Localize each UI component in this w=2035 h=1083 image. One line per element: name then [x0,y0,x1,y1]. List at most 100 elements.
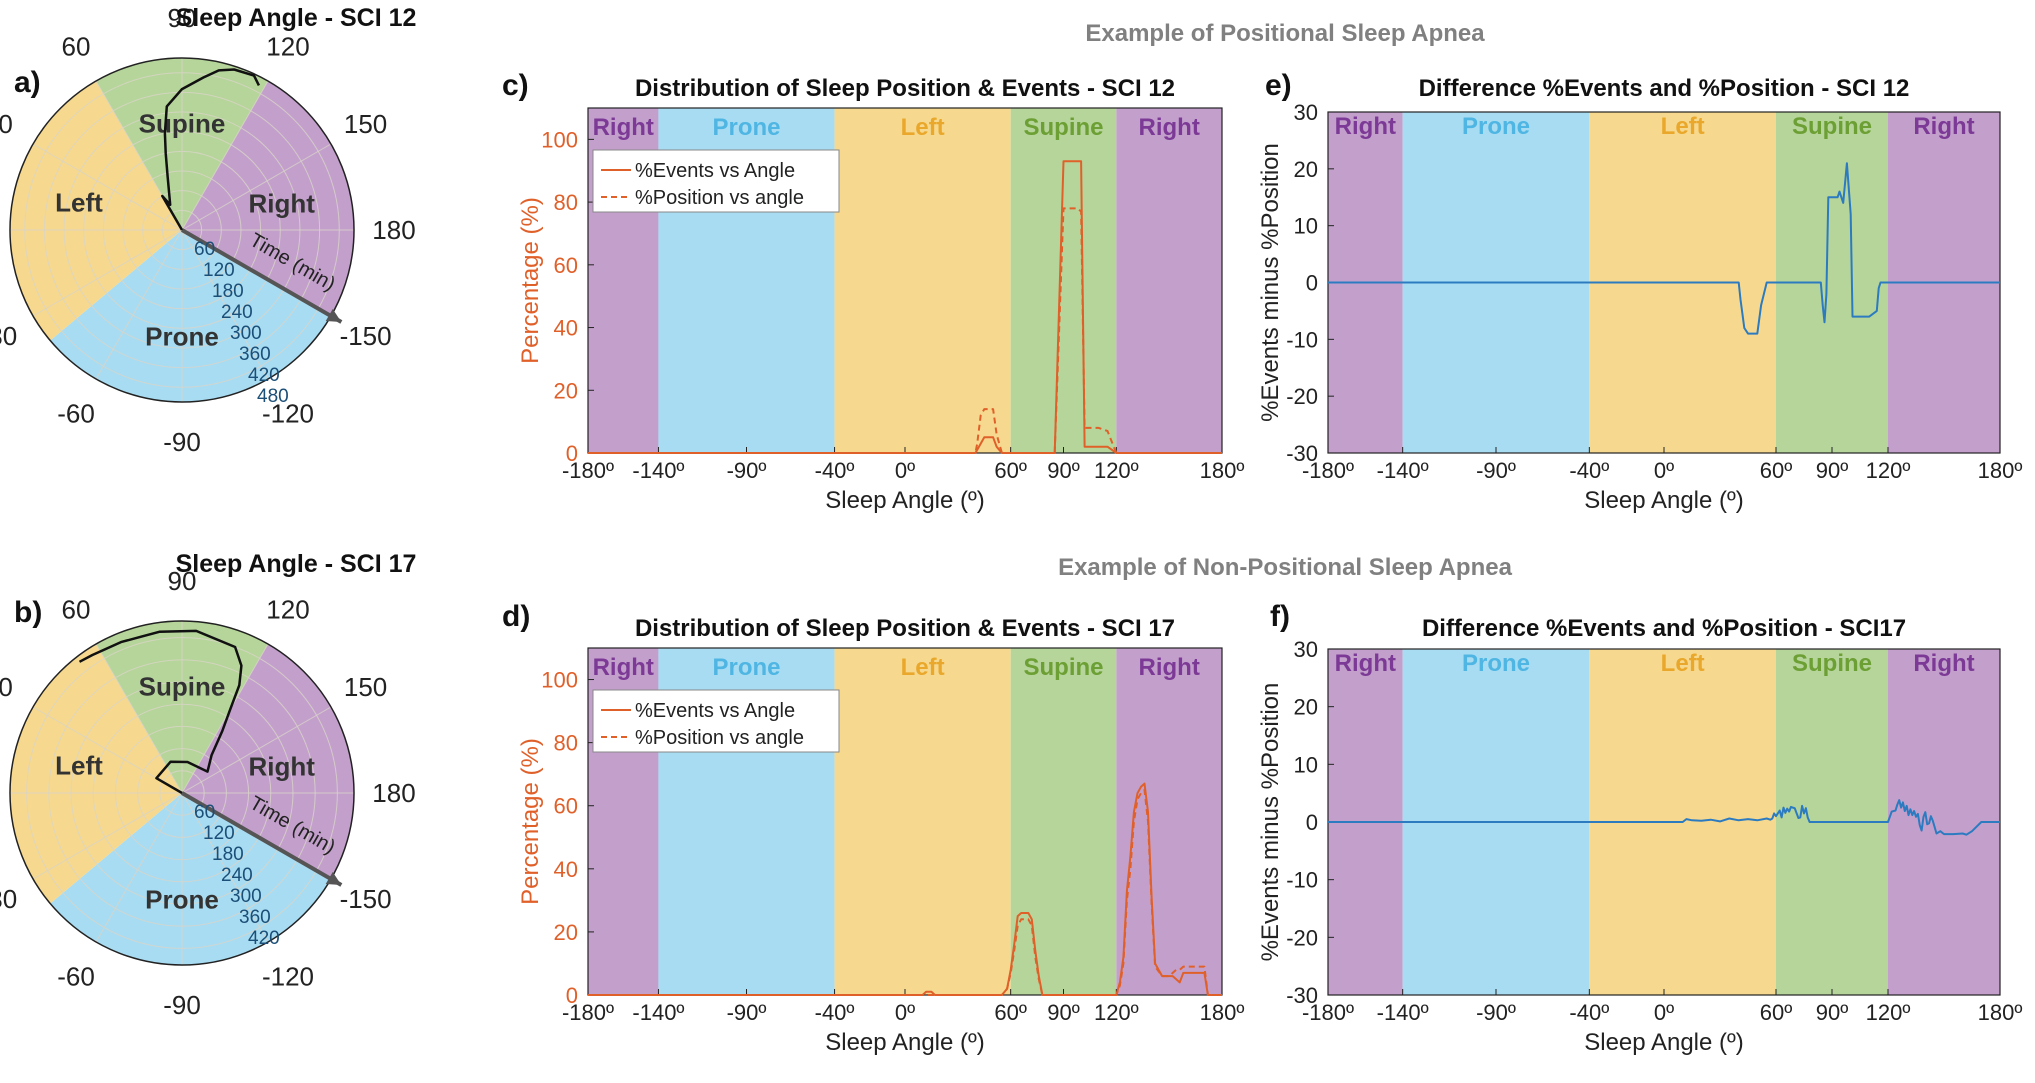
y-tick-label: -10 [1286,868,1318,893]
polar-angle-label: -150 [340,321,392,351]
y-tick-label: 20 [554,378,578,403]
x-tick-label: 120º [1866,458,1911,483]
polar-grid-spoke [181,143,332,231]
polar-sector-label: Right [248,188,315,218]
panel-label: f) [1270,600,1290,633]
x-tick-label: -180º [562,458,614,483]
x-tick-label: 180º [1978,458,2023,483]
y-tick-label: 60 [554,794,578,819]
polar-angle-label: 150 [344,109,387,139]
radial-tick-label: 300 [230,323,262,344]
x-tick-label: -40º [1569,1000,1609,1025]
x-tick-label: -140º [1377,1000,1429,1025]
x-axis-label: Sleep Angle (º) [825,1029,985,1056]
x-tick-label: 120º [1094,458,1139,483]
x-tick-label: -140º [632,458,684,483]
band-label: Right [1335,650,1396,677]
panel-title: Difference %Events and %Position - SCI17 [1422,615,1906,642]
x-tick-label: 0º [895,1000,915,1025]
x-tick-label: -180º [1302,458,1354,483]
x-tick-label: 0º [895,458,915,483]
y-tick-label: -20 [1286,925,1318,950]
radial-tick-label: 120 [203,260,235,281]
x-tick-label: 120º [1866,1000,1911,1025]
radial-tick-label: 480 [257,386,289,407]
y-tick-label: 80 [554,731,578,756]
polar-sector-right [182,644,354,879]
radial-tick-label: 120 [203,823,235,844]
polar-angle-label: 150 [344,672,387,702]
polar-sector-prone [50,230,331,403]
polar-grid-spoke [32,143,183,231]
polar-sector-left [9,81,182,341]
x-tick-label: -140º [632,1000,684,1025]
y-tick-label: 30 [1294,100,1318,125]
radial-tick-label: 240 [221,865,253,886]
x-tick-label: 90º [1047,458,1080,483]
x-tick-label: 0º [1654,458,1674,483]
x-tick-label: 60º [1760,458,1793,483]
legend-entry: %Position vs angle [635,727,804,749]
polar-angle-label: -120 [262,962,314,992]
y-tick-label: 10 [1294,214,1318,239]
y-tick-label: 100 [541,668,578,693]
y-tick-label: 20 [1294,157,1318,182]
legend-entry: %Position vs angle [635,187,804,209]
band-label: Right [593,654,654,681]
polar-sector-label: Prone [145,885,219,915]
band-supine [1010,108,1117,453]
polar-angle-label: 60 [62,31,91,61]
y-tick-label: 40 [554,857,578,882]
legend-box [592,689,840,753]
panel-label: b) [14,596,42,629]
panel-label: a) [14,66,41,99]
x-tick-label: -180º [1302,1000,1354,1025]
radial-tick-label: 420 [248,365,280,386]
panel-d-line-chart: Right Prone Left Supine Right 0 20 40 60 80 100 -18… [502,600,1244,1056]
polar-angle-label: 90 [168,3,197,33]
band-label: Supine [1023,654,1103,681]
polar-sector-label: Supine [139,108,226,138]
band-label: Supine [1792,113,1872,140]
y-tick-label: 60 [554,253,578,278]
x-tick-label: 120º [1094,1000,1139,1025]
band-left [834,108,1011,453]
polar-outer-ring [9,620,355,966]
polar-angle-label: -30 [0,321,17,351]
y-axis-label: Percentage (%) [517,197,544,364]
band-label: Prone [712,114,780,141]
band-label: Prone [1462,113,1530,140]
panel-label: c) [502,69,529,102]
band-right [1116,108,1222,453]
legend-entry: %Events vs Angle [635,160,795,182]
polar-angle-label: -150 [340,884,392,914]
x-axis-label: Sleep Angle (º) [1584,487,1744,514]
band-label: Right [1139,654,1200,681]
polar-sector-label: Prone [145,322,219,352]
y-tick-label: 0 [566,441,578,466]
polar-angle-label: -60 [57,962,95,992]
header-non-positional: Example of Non-Positional Sleep Apnea [1058,554,1513,581]
x-tick-label: -140º [1377,458,1429,483]
radial-tick-label: 240 [221,302,253,323]
polar-trace-line [78,629,243,795]
x-tick-label: -90º [727,1000,767,1025]
polar-angle-label: -90 [163,427,201,457]
radial-tick-label: 360 [239,907,271,928]
series-line-position [588,789,1222,996]
series-line-difference [1328,162,2000,335]
y-tick-label: 0 [1306,810,1318,835]
series-line-position [588,207,1222,454]
panel-title: Distribution of Sleep Position & Events … [635,75,1175,102]
polar-trace-line [161,68,261,231]
y-tick-label: -10 [1286,327,1318,352]
x-tick-label: -180º [562,1000,614,1025]
band-label: Prone [712,654,780,681]
y-axis-label: Percentage (%) [517,738,544,905]
polar-grid-spoke [181,229,269,380]
x-axis-label: Sleep Angle (º) [825,487,985,514]
radial-tick-label: 360 [239,344,271,365]
radial-axis-arrowhead [325,871,342,885]
x-tick-label: 90º [1816,1000,1849,1025]
